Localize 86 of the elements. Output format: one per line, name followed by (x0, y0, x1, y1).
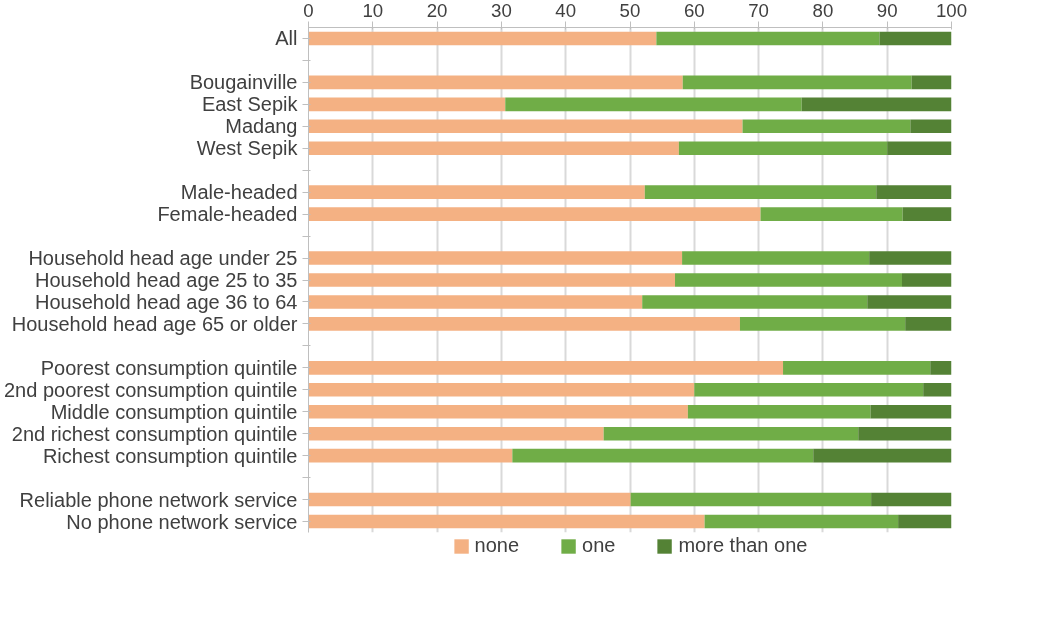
bar (879, 31, 952, 46)
y-tick-label: Household head age 25 to 35 (35, 269, 298, 291)
bar (813, 448, 952, 463)
bar (644, 185, 877, 199)
bar (308, 141, 679, 156)
x-tick-label: 40 (555, 0, 577, 21)
bar (783, 361, 931, 375)
bar (687, 404, 871, 419)
y-tick-label: Female-headed (157, 203, 298, 226)
bar (858, 426, 952, 441)
bar (876, 185, 952, 199)
bar (930, 361, 952, 375)
x-tick-label: 100 (935, 0, 968, 21)
y-tick-label: Male-headed (180, 181, 298, 204)
bar (923, 382, 952, 397)
bar (308, 514, 705, 529)
x-tick-label: 0 (303, 0, 314, 21)
bar (308, 492, 631, 507)
bar (308, 361, 784, 375)
bar (656, 31, 880, 46)
bar (308, 426, 604, 441)
y-tick-label: Richest consumption quintile (42, 444, 298, 467)
bar (308, 119, 743, 134)
y-tick-label: East Sepik (201, 93, 299, 116)
legend-label: none (474, 534, 520, 557)
x-tick-label: 80 (812, 0, 834, 21)
bar (603, 426, 859, 441)
bar (630, 492, 872, 507)
y-tick-label: Household head age 36 to 64 (35, 290, 298, 313)
bar (902, 207, 952, 221)
bar (801, 97, 952, 112)
bar (760, 207, 903, 221)
y-tick-label: 2nd poorest consumption quintile (3, 378, 298, 401)
bar (512, 448, 814, 463)
bar (887, 141, 952, 156)
x-tick-label: 60 (683, 0, 705, 21)
bar (308, 185, 645, 199)
x-tick-label: 30 (491, 0, 512, 21)
bar (704, 514, 899, 529)
bar (739, 317, 906, 331)
bar (308, 75, 683, 90)
bar (911, 75, 952, 90)
y-tick-label: West Sepik (196, 137, 299, 160)
bar (898, 514, 952, 529)
bar (871, 492, 952, 507)
bar (308, 448, 513, 463)
bar (308, 382, 695, 397)
x-tick-label: 20 (426, 0, 448, 21)
x-tick-label: 70 (748, 0, 769, 21)
y-tick-label: Reliable phone network service (19, 488, 298, 511)
bar (870, 404, 952, 419)
y-tick-label: Household head age 65 or older (11, 312, 298, 335)
legend-label: more than one (678, 534, 808, 557)
y-tick-label: Household head age under 25 (28, 247, 298, 270)
bar (675, 273, 902, 287)
y-tick-label: Middle consumption quintile (50, 400, 298, 423)
bar (308, 97, 506, 112)
bar (308, 207, 761, 221)
bar (742, 119, 911, 134)
bar (678, 141, 888, 156)
y-tick-label: Bougainville (189, 71, 298, 94)
y-tick-label: No phone network service (66, 510, 298, 533)
bar (910, 119, 952, 134)
x-tick-label: 10 (362, 0, 384, 21)
y-tick-label: 2nd richest consumption quintile (11, 422, 298, 445)
bar (505, 97, 802, 112)
bar (901, 273, 952, 287)
y-tick-label: Poorest consumption quintile (40, 356, 298, 379)
bar (308, 295, 643, 309)
bar (642, 295, 868, 309)
bar (905, 317, 952, 331)
bar (694, 382, 924, 397)
bar (682, 75, 912, 90)
bar (308, 317, 740, 331)
x-tick-label: 90 (876, 0, 898, 21)
y-tick-label: Madang (225, 115, 298, 138)
bar (308, 273, 676, 287)
legend-label: one (582, 534, 616, 557)
bar (869, 251, 952, 265)
bar (308, 31, 657, 46)
y-tick-label: All (275, 27, 298, 50)
bar (867, 295, 952, 309)
x-tick-label: 50 (619, 0, 641, 21)
bar (308, 404, 688, 419)
bar (308, 251, 683, 265)
bar (682, 251, 870, 265)
